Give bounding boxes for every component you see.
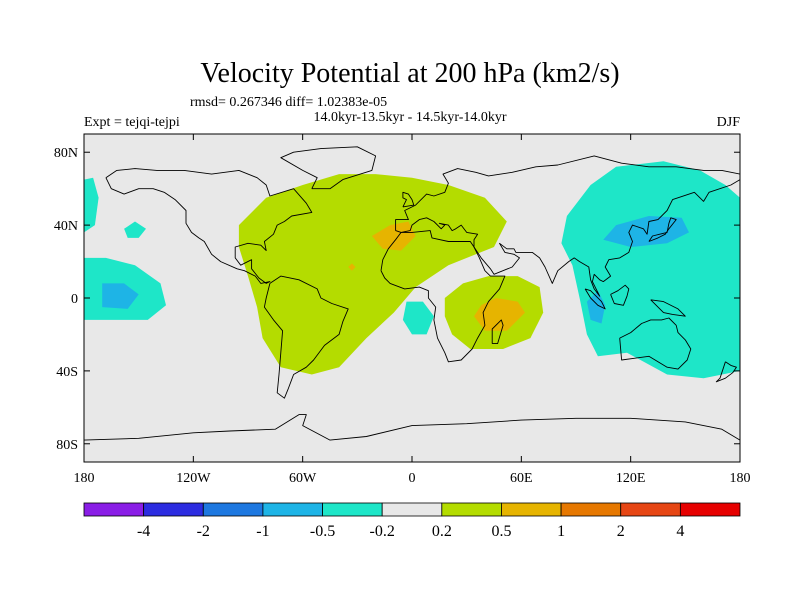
subtitle: 14.0kyr-13.5kyr - 14.5kyr-14.0kyr [313, 110, 506, 125]
coastlines [84, 146, 740, 441]
colorbar-box [143, 502, 204, 517]
region-east-asia-stronger [603, 216, 689, 247]
region-north-africa-stronger [371, 221, 416, 251]
coastline-eurasia [395, 155, 740, 297]
x-axis: 180 120W 60W 0 60E 120E 180 [74, 134, 751, 486]
colorbar-label: -0.2 [370, 523, 395, 540]
map-area [83, 133, 741, 463]
y-tick-label: 40N [54, 219, 78, 234]
colorbar-box [679, 502, 741, 517]
x-tick-label: 180 [730, 471, 751, 486]
region-south-atlantic-negative [402, 301, 434, 335]
colorbar-label: 0.5 [491, 523, 511, 540]
coastline-madagascar [491, 319, 504, 345]
colorbar-box [322, 502, 383, 517]
x-tick-label: 180 [74, 471, 95, 486]
y-tick-label: 0 [71, 292, 78, 307]
region-east-africa-stronger [474, 298, 525, 331]
coastline-north-america [105, 168, 313, 284]
chart-title: Velocity Potential at 200 hPa (km2/s) [200, 58, 619, 89]
region-central-atlantic-spot [348, 263, 356, 271]
coastline-new-zealand [715, 361, 737, 383]
x-tick-label: 120W [176, 471, 211, 486]
colorbar-label: 0.2 [432, 523, 452, 540]
stats-text: rmsd= 0.267346 diff= 1.02383e-05 [190, 95, 387, 110]
coastline-greenland [280, 146, 377, 190]
region-pacific-far-west-negative [84, 177, 99, 233]
region-pacific-north-blob [124, 221, 146, 238]
coastline-antarctica [84, 414, 740, 441]
season-label: DJF [717, 115, 741, 130]
colorbar-label: -4 [137, 523, 150, 540]
x-tick-label: 0 [409, 471, 416, 486]
colorbar-label: -2 [197, 523, 210, 540]
region-atlantic-africa-positive [238, 174, 507, 375]
colorbar-box [501, 502, 562, 517]
coastline-japan [648, 217, 677, 242]
colorbar-box [83, 502, 145, 517]
colorbar-label: 2 [617, 523, 625, 540]
region-asia-pacific-negative [561, 161, 740, 379]
x-tick-label: 120E [616, 471, 646, 486]
contour-regions [84, 161, 740, 379]
coastline-australia [619, 317, 692, 370]
colorbar-box [262, 502, 323, 517]
colorbar-label: -1 [256, 523, 269, 540]
colorbar-label: 4 [676, 523, 684, 540]
coastline-south-america [263, 275, 349, 399]
x-tick-label: 60W [289, 471, 317, 486]
colorbar-box [202, 502, 264, 517]
colorbar: -4 -2 -1 -0.5 -0.2 0.2 0.5 1 2 4 [83, 502, 741, 540]
colorbar-label: 1 [557, 523, 565, 540]
region-pacific-west-stronger [102, 283, 139, 309]
y-tick-label: 40S [56, 365, 78, 380]
experiment-label: Expt = tejqi-tejpi [84, 115, 180, 130]
coastline-new-guinea [650, 299, 686, 317]
y-tick-label: 80N [54, 146, 78, 161]
colorbar-box [381, 502, 443, 517]
coastline-borneo [610, 284, 630, 306]
colorbar-box [620, 502, 681, 517]
coastline-sumatra [584, 288, 606, 310]
y-tick-label: 80S [56, 438, 78, 453]
colorbar-label: -0.5 [310, 523, 335, 540]
x-tick-label: 60E [510, 471, 533, 486]
y-axis: 80N 40N 0 40S 80S [54, 146, 740, 453]
colorbar-box [441, 502, 502, 517]
coastline-britain [402, 191, 415, 208]
coastline-africa [380, 230, 506, 363]
colorbar-box [560, 502, 622, 517]
